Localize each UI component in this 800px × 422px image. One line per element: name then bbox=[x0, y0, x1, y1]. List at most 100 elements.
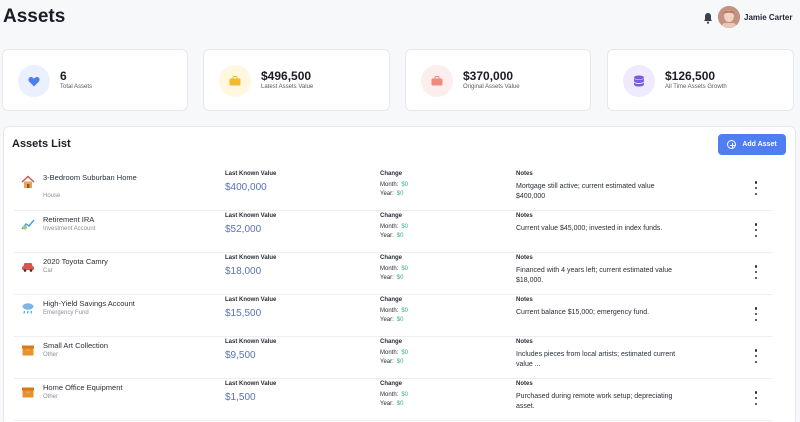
table-row[interactable]: Home Office Equipment Other Last Known V… bbox=[14, 379, 772, 421]
change-header: Change bbox=[380, 381, 403, 387]
change-header: Change bbox=[380, 213, 403, 219]
year-change: Year: $0 bbox=[380, 359, 403, 365]
asset-type: Other bbox=[43, 352, 59, 358]
table-row[interactable]: High-Yield Savings Account Emergency Fun… bbox=[14, 295, 772, 337]
asset-value: $52,000 bbox=[225, 224, 262, 235]
more-options-icon[interactable] bbox=[752, 265, 760, 279]
asset-name: Retirement IRA bbox=[43, 215, 95, 224]
stat-label: Latest Assets Value bbox=[261, 84, 314, 90]
month-amount: $0 bbox=[401, 392, 409, 398]
month-label: Month: bbox=[380, 224, 399, 230]
table-row[interactable]: 2020 Toyota Camry Car Last Known Value $… bbox=[14, 253, 772, 295]
database-icon bbox=[623, 65, 655, 97]
year-amount: $0 bbox=[396, 401, 404, 407]
asset-value: $9,500 bbox=[225, 350, 256, 361]
value-header: Last Known Value bbox=[225, 171, 277, 177]
cloud-rain-icon bbox=[22, 303, 34, 314]
asset-note: Current balance $15,000; emergency fund. bbox=[516, 309, 650, 316]
year-change: Year: $0 bbox=[380, 191, 403, 197]
asset-type: Car bbox=[43, 268, 53, 274]
house-icon bbox=[21, 175, 35, 188]
asset-name: Home Office Equipment bbox=[43, 383, 123, 392]
stat-card-total-assets: 6 Total Assets bbox=[2, 49, 188, 111]
more-options-icon[interactable] bbox=[752, 391, 760, 405]
month-label: Month: bbox=[380, 266, 399, 272]
stat-label: Original Assets Value bbox=[463, 84, 520, 90]
year-label: Year: bbox=[380, 359, 394, 365]
month-label: Month: bbox=[380, 392, 399, 398]
year-amount: $0 bbox=[396, 233, 404, 239]
change-header: Change bbox=[380, 171, 403, 177]
asset-value: $1,500 bbox=[225, 392, 256, 403]
chart-icon bbox=[21, 219, 35, 230]
asset-value: $400,000 bbox=[225, 182, 267, 193]
stat-card-latest-value: $496,500 Latest Assets Value bbox=[203, 49, 390, 111]
add-asset-button[interactable]: Add Asset bbox=[718, 134, 786, 155]
more-options-icon[interactable] bbox=[752, 223, 760, 237]
year-change: Year: $0 bbox=[380, 401, 403, 407]
asset-note: Mortgage still active; current estimated… bbox=[516, 183, 655, 200]
value-header: Last Known Value bbox=[225, 297, 277, 303]
year-amount: $0 bbox=[396, 191, 404, 197]
more-options-icon[interactable] bbox=[752, 181, 760, 195]
table-row[interactable]: Retirement IRA Investment Account Last K… bbox=[14, 211, 772, 253]
briefcase-icon bbox=[219, 65, 251, 97]
heart-icon bbox=[18, 65, 50, 97]
year-label: Year: bbox=[380, 401, 394, 407]
asset-note: Current value $45,000; invested in index… bbox=[516, 225, 663, 232]
asset-type: Other bbox=[43, 394, 59, 400]
year-change: Year: $0 bbox=[380, 275, 403, 281]
table-row[interactable]: 3-Bedroom Suburban Home House Last Known… bbox=[14, 169, 772, 211]
value-header: Last Known Value bbox=[225, 213, 277, 219]
box-icon bbox=[22, 387, 34, 398]
stat-value: $496,500 bbox=[261, 69, 312, 83]
stat-value: $370,000 bbox=[463, 69, 514, 83]
month-change: Month: $0 bbox=[380, 266, 408, 272]
year-change: Year: $0 bbox=[380, 233, 403, 239]
more-options-icon[interactable] bbox=[752, 349, 760, 363]
month-change: Month: $0 bbox=[380, 392, 408, 398]
year-label: Year: bbox=[380, 233, 394, 239]
year-amount: $0 bbox=[396, 275, 404, 281]
asset-note: Financed with 4 years left; current esti… bbox=[516, 267, 673, 284]
stat-value: $126,500 bbox=[665, 69, 716, 83]
notes-header: Notes bbox=[516, 297, 533, 303]
month-change: Month: $0 bbox=[380, 308, 408, 314]
asset-name: 2020 Toyota Camry bbox=[43, 257, 108, 266]
notes-header: Notes bbox=[516, 339, 533, 345]
asset-type: Emergency Fund bbox=[43, 310, 89, 316]
plus-circle-icon bbox=[727, 140, 737, 149]
month-amount: $0 bbox=[401, 182, 409, 188]
month-label: Month: bbox=[380, 350, 399, 356]
car-icon bbox=[22, 263, 34, 272]
month-change: Month: $0 bbox=[380, 182, 408, 188]
user-name[interactable]: Jamie Carter bbox=[744, 13, 793, 22]
stat-card-growth: $126,500 All Time Assets Growth bbox=[607, 49, 794, 111]
year-change: Year: $0 bbox=[380, 317, 403, 323]
value-header: Last Known Value bbox=[225, 255, 277, 261]
asset-value: $18,000 bbox=[225, 266, 262, 277]
top-bar: Assets Jamie Carter bbox=[0, 0, 800, 40]
month-amount: $0 bbox=[401, 350, 409, 356]
month-amount: $0 bbox=[401, 308, 409, 314]
avatar[interactable] bbox=[718, 6, 740, 28]
briefcase-icon bbox=[421, 65, 453, 97]
assets-list-title: Assets List bbox=[12, 138, 71, 150]
bell-icon[interactable] bbox=[703, 12, 713, 24]
value-header: Last Known Value bbox=[225, 381, 277, 387]
more-options-icon[interactable] bbox=[752, 307, 760, 321]
notes-header: Notes bbox=[516, 255, 533, 261]
notes-header: Notes bbox=[516, 381, 533, 387]
stat-card-original-value: $370,000 Original Assets Value bbox=[405, 49, 591, 111]
month-amount: $0 bbox=[401, 266, 409, 272]
notes-header: Notes bbox=[516, 171, 533, 177]
asset-value: $15,500 bbox=[225, 308, 262, 319]
asset-type: House bbox=[43, 193, 61, 199]
box-icon bbox=[22, 345, 34, 356]
table-row[interactable]: Small Art Collection Other Last Known Va… bbox=[14, 337, 772, 379]
asset-note: Purchased during remote work setup; depr… bbox=[516, 393, 673, 410]
add-asset-label: Add Asset bbox=[742, 141, 777, 148]
asset-note: Includes pieces from local artists; esti… bbox=[516, 351, 676, 368]
notes-header: Notes bbox=[516, 213, 533, 219]
page-title: Assets bbox=[3, 6, 66, 27]
